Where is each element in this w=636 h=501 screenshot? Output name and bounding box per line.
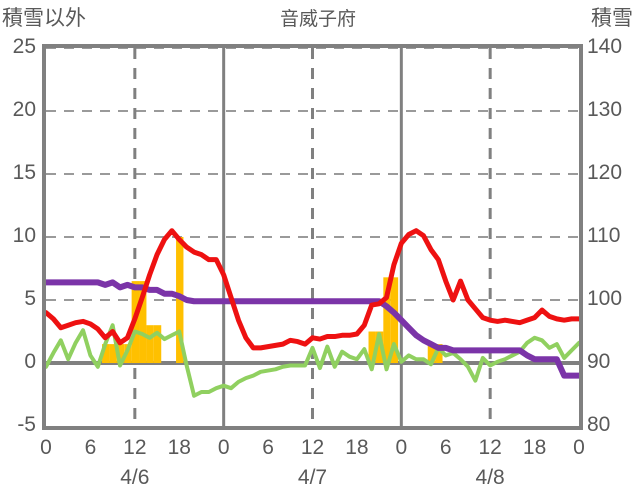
x-axis-tick: 6 (262, 436, 274, 459)
x-axis-tick: 0 (217, 436, 230, 459)
left-axis-tick: 20 (12, 98, 36, 121)
bar (146, 325, 154, 363)
x-axis-tick: 18 (345, 436, 369, 459)
right-axis-caption: 積雪 (591, 7, 633, 30)
x-axis-tick: 18 (167, 436, 191, 459)
bar (139, 281, 147, 363)
left-axis-tick: -5 (17, 413, 36, 436)
left-axis-tick: 25 (12, 35, 36, 58)
bar (109, 344, 117, 363)
bar (435, 344, 443, 363)
left-axis-tick: 0 (24, 350, 36, 373)
x-axis-tick: 6 (84, 436, 97, 459)
left-axis-tick: 15 (12, 161, 36, 184)
x-axis-tick: 0 (40, 436, 52, 459)
series-line-temperature (46, 228, 579, 351)
right-axis-tick: 110 (587, 224, 621, 247)
x-axis-day-label: 4/8 (475, 466, 505, 489)
series-line-snow-depth (46, 279, 579, 379)
chart-canvas (46, 48, 579, 426)
bar (427, 344, 436, 363)
right-axis-tick: 100 (587, 287, 623, 310)
right-axis-tick: 120 (587, 161, 623, 184)
chart-title: 音威子府 (279, 9, 356, 30)
bar (383, 277, 391, 363)
series-line-other (46, 323, 579, 398)
bar (116, 344, 125, 363)
x-axis-tick: 12 (478, 436, 502, 459)
x-axis-tick: 12 (300, 436, 325, 459)
bar (375, 331, 384, 363)
bar (368, 331, 376, 363)
right-axis-tick: 130 (587, 98, 623, 121)
bar (176, 237, 184, 363)
bar (390, 277, 399, 363)
left-axis-tick: 5 (24, 287, 36, 310)
x-axis-tick: 0 (573, 436, 585, 459)
x-axis-day-label: 4/7 (297, 466, 328, 489)
bar (153, 325, 162, 363)
plot-inner (46, 48, 579, 426)
bar (102, 344, 110, 363)
right-axis-tick: 140 (587, 35, 623, 58)
x-axis-tick: 18 (522, 436, 547, 459)
left-axis-tick: 10 (12, 224, 36, 247)
left-axis-caption: 積雪以外 (2, 7, 86, 30)
x-axis-tick: 6 (439, 436, 452, 459)
x-axis-tick: 12 (123, 436, 147, 459)
right-axis-tick: 80 (587, 413, 611, 436)
plot-area (42, 44, 583, 430)
x-axis-tick: 0 (395, 436, 408, 459)
right-axis-tick: 90 (587, 350, 611, 373)
x-axis-day-label: 4/6 (120, 466, 150, 489)
